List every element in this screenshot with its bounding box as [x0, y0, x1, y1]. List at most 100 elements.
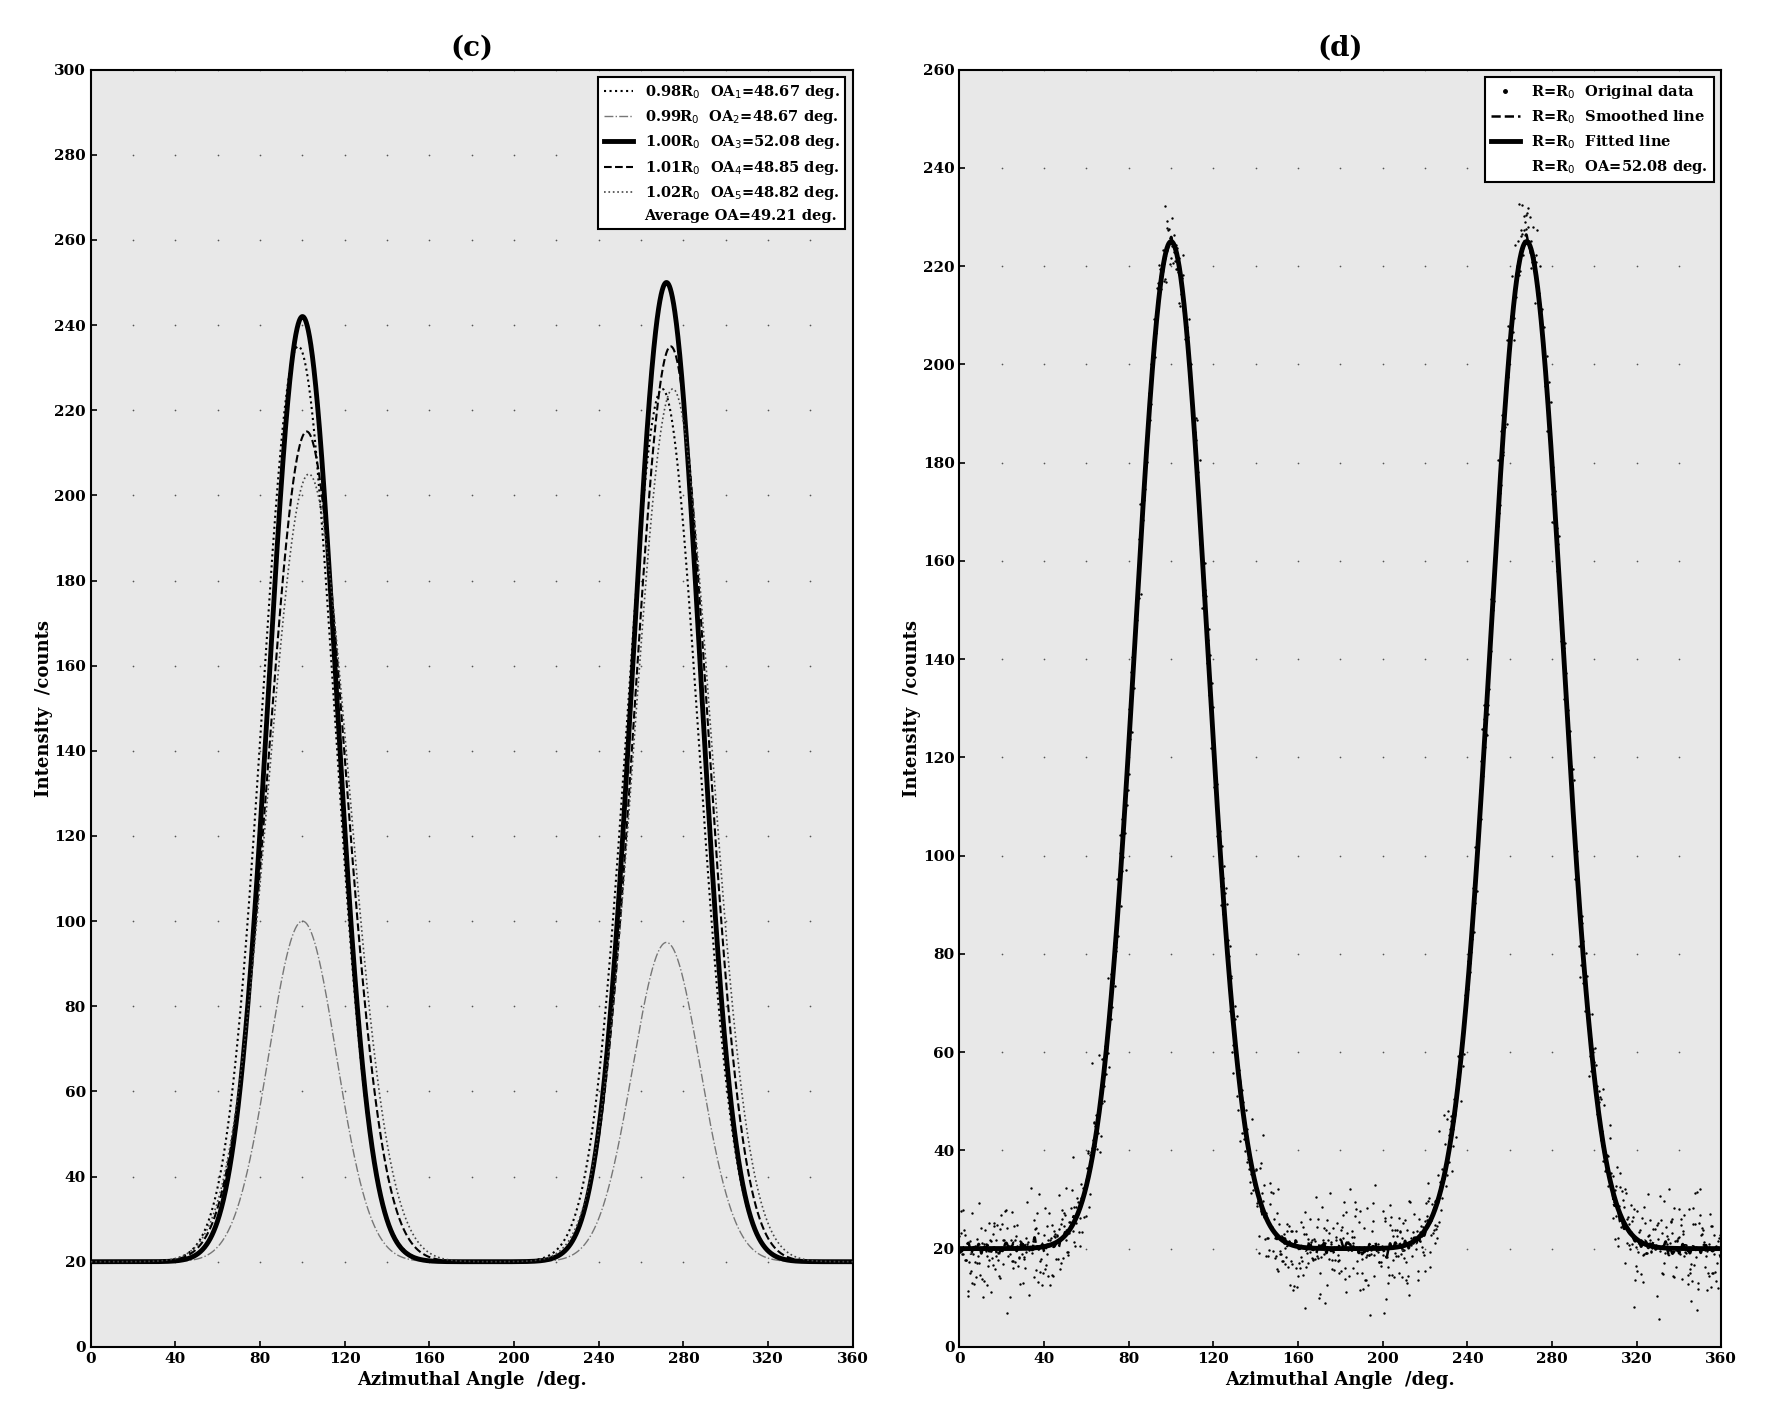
Point [1581, 1037, 1609, 1059]
Point [1666, 1336, 1694, 1358]
Point [1391, 1208, 1419, 1230]
Point [1676, 1262, 1705, 1284]
Point [161, 910, 190, 933]
Point [1157, 1237, 1185, 1260]
Point [1118, 721, 1146, 743]
Point [1356, 1303, 1384, 1326]
Point [944, 451, 973, 474]
Point [1579, 1038, 1607, 1061]
Point [1524, 285, 1552, 308]
Point [1093, 967, 1122, 990]
Point [1496, 1237, 1524, 1260]
Point [1285, 1252, 1313, 1274]
Point [500, 1250, 528, 1273]
Point [1235, 1171, 1263, 1193]
Point [1037, 1227, 1065, 1250]
Point [976, 1280, 1005, 1303]
Point [1613, 1208, 1641, 1230]
Point [1395, 1283, 1423, 1306]
Point [1168, 244, 1196, 266]
Point [1703, 1270, 1731, 1293]
Point [1453, 157, 1481, 179]
Point [500, 313, 528, 336]
Point [1304, 1208, 1333, 1230]
Point [1556, 758, 1584, 780]
Point [204, 739, 232, 762]
Point [1030, 550, 1058, 572]
Point [1269, 1227, 1297, 1250]
Point [1325, 1247, 1354, 1270]
Point [1177, 352, 1205, 375]
Point [1008, 1243, 1037, 1266]
Point [246, 739, 275, 762]
Point [204, 824, 232, 847]
Point [204, 910, 232, 933]
Point [966, 1263, 994, 1286]
Point [1069, 1176, 1097, 1199]
Point [1581, 1041, 1609, 1064]
Point [1483, 513, 1512, 535]
Point [1269, 1223, 1297, 1246]
Point [1368, 1041, 1396, 1064]
Point [1497, 312, 1526, 335]
Point [1363, 1237, 1391, 1260]
Point [955, 1262, 983, 1284]
Point [1083, 1104, 1111, 1126]
Point [1049, 1198, 1077, 1220]
Point [1072, 746, 1100, 769]
Point [1067, 1173, 1095, 1196]
Point [1109, 790, 1138, 813]
Point [1325, 157, 1354, 179]
Point [1634, 1183, 1662, 1206]
Point [1205, 820, 1233, 843]
Point [989, 1229, 1017, 1252]
Point [1157, 550, 1185, 572]
Point [1604, 1156, 1632, 1179]
Point [1251, 1206, 1279, 1229]
Point [1072, 1041, 1100, 1064]
Point [1058, 1216, 1086, 1239]
Point [1556, 719, 1584, 742]
Point [1279, 1274, 1308, 1297]
Point [1457, 951, 1485, 974]
Point [1249, 1124, 1278, 1146]
Point [1706, 353, 1735, 376]
Point [415, 58, 443, 81]
Point [1302, 1186, 1331, 1209]
Point [1090, 1067, 1118, 1089]
Point [1294, 1227, 1322, 1250]
Point [944, 746, 973, 769]
Point [1003, 1235, 1031, 1257]
Point [944, 844, 973, 867]
Point [1161, 258, 1189, 281]
Point [331, 228, 360, 251]
Point [1216, 1000, 1244, 1022]
Point [712, 824, 741, 847]
Point [838, 484, 867, 507]
Point [1010, 1246, 1038, 1269]
Point [289, 570, 317, 592]
Point [1621, 1236, 1650, 1259]
Point [1448, 1022, 1476, 1045]
Point [1386, 1220, 1414, 1243]
Point [1614, 1206, 1643, 1229]
Point [1131, 477, 1159, 500]
Point [1682, 1245, 1710, 1267]
Point [1304, 1287, 1333, 1310]
Point [1244, 1195, 1272, 1218]
Point [1138, 347, 1166, 370]
Point [1340, 1256, 1368, 1279]
Point [1146, 278, 1175, 300]
Point [1453, 550, 1481, 572]
Point [1497, 305, 1526, 328]
Point [1076, 1182, 1104, 1205]
Point [975, 1212, 1003, 1235]
Point [585, 313, 613, 336]
Point [1529, 315, 1558, 337]
Point [415, 570, 443, 592]
Point [968, 1218, 996, 1240]
Point [372, 228, 400, 251]
Point [457, 654, 486, 676]
Point [1689, 1219, 1717, 1242]
Point [1574, 1000, 1602, 1022]
